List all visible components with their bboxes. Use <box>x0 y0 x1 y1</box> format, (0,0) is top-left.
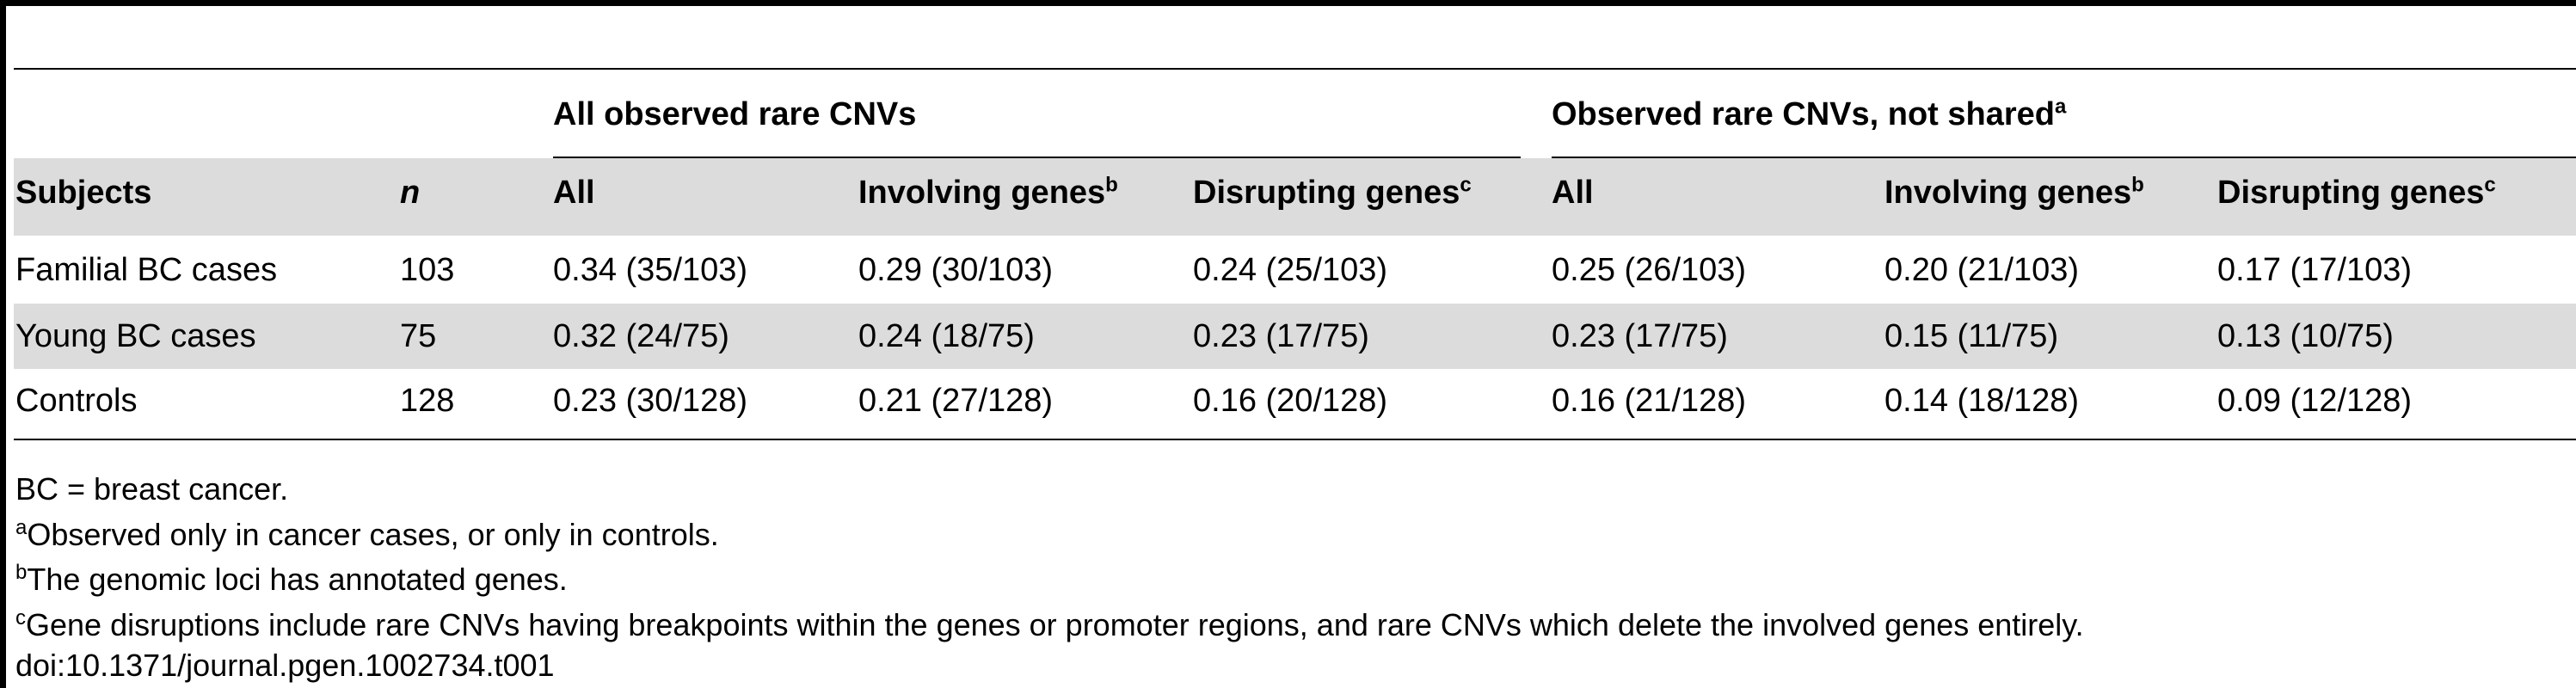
doi-link[interactable]: doi:10.1371/journal.pgen.1002734.t001 <box>15 648 555 683</box>
table-cell: 0.23 (17/75) <box>1552 318 1728 354</box>
table-cell: 0.14 (18/128) <box>1884 383 2080 419</box>
table-row-subject: Familial BC cases <box>15 252 278 288</box>
table-cell: 0.34 (35/103) <box>553 252 748 288</box>
footnote-mark-a: a <box>2055 95 2067 119</box>
table-row-n: 103 <box>400 252 455 288</box>
table-cell: 0.09 (12/128) <box>2217 383 2413 419</box>
footnote-b: bThe genomic loci has annotated genes. <box>15 561 568 599</box>
top-rule <box>0 0 2576 6</box>
footnote-c-text: Gene disruptions include rare CNVs havin… <box>26 607 2084 642</box>
table-cell: 0.16 (20/128) <box>1193 383 1388 419</box>
header-top-rule <box>14 68 2576 70</box>
footnote-a-text: Observed only in cancer cases, or only i… <box>27 517 719 552</box>
table-row-subject: Young BC cases <box>15 318 256 354</box>
table-cell: 0.13 (10/75) <box>2217 318 2394 354</box>
header-n: n <box>400 175 421 211</box>
group-rule-all-observed <box>553 157 1521 158</box>
table-row-n: 128 <box>400 383 455 419</box>
table-cell: 0.24 (18/75) <box>858 318 1035 354</box>
group-header-not-shared: Observed rare CNVs, not shareda <box>1552 95 2066 134</box>
header-row-band <box>14 158 2576 236</box>
header-disrupting-1: Disrupting genesc <box>1193 173 1472 212</box>
footnote-mark-c: c <box>2484 173 2496 197</box>
header-subjects: Subjects <box>15 175 152 211</box>
table-row-band <box>14 304 2576 369</box>
table-cell: 0.29 (30/103) <box>858 252 1054 288</box>
table-cell: 0.23 (30/128) <box>553 383 748 419</box>
header-all-2: All <box>1552 175 1594 211</box>
footnote-b-text: The genomic loci has annotated genes. <box>27 562 568 597</box>
header-involving-2: Involving genesb <box>1884 173 2144 212</box>
table-cell: 0.20 (21/103) <box>1884 252 2080 288</box>
header-disrupting-2: Disrupting genesc <box>2217 173 2496 212</box>
table-cell: 0.15 (11/75) <box>1884 318 2059 354</box>
table-cell: 0.21 (27/128) <box>858 383 1054 419</box>
table-cell: 0.24 (25/103) <box>1193 252 1388 288</box>
table-cell: 0.17 (17/103) <box>2217 252 2413 288</box>
group-header-all-observed: All observed rare CNVs <box>553 96 917 132</box>
table-cell: 0.32 (24/75) <box>553 318 729 354</box>
group-rule-not-shared <box>1552 157 2576 158</box>
footnote-a-mark: a <box>15 516 28 539</box>
footnote-mark-b: b <box>1105 173 1118 197</box>
footnote-mark-c: c <box>1460 173 1472 197</box>
table-cell: 0.23 (17/75) <box>1193 318 1369 354</box>
footnote-a: aObserved only in cancer cases, or only … <box>15 516 719 554</box>
header-involving-1: Involving genesb <box>858 173 1118 212</box>
footnote-b-mark: b <box>15 561 28 584</box>
table-row-subject: Controls <box>15 383 138 419</box>
header-involving-1-text: Involving genes <box>858 175 1106 211</box>
footnote-abbreviation: BC = breast cancer. <box>15 471 289 507</box>
header-disrupting-2-text: Disrupting genes <box>2217 175 2485 211</box>
table-row-n: 75 <box>400 318 437 354</box>
footnote-c-mark: c <box>15 606 26 630</box>
header-involving-2-text: Involving genes <box>1884 175 2132 211</box>
footnote-mark-b: b <box>2131 173 2144 197</box>
left-rule <box>0 0 6 688</box>
header-all-1: All <box>553 175 595 211</box>
table-cell: 0.25 (26/103) <box>1552 252 1747 288</box>
footnote-c: cGene disruptions include rare CNVs havi… <box>15 606 2084 644</box>
header-disrupting-1-text: Disrupting genes <box>1193 175 1460 211</box>
table-cell: 0.16 (21/128) <box>1552 383 1747 419</box>
table-bottom-rule <box>14 439 2576 440</box>
group-header-not-shared-text: Observed rare CNVs, not shared <box>1552 96 2055 132</box>
